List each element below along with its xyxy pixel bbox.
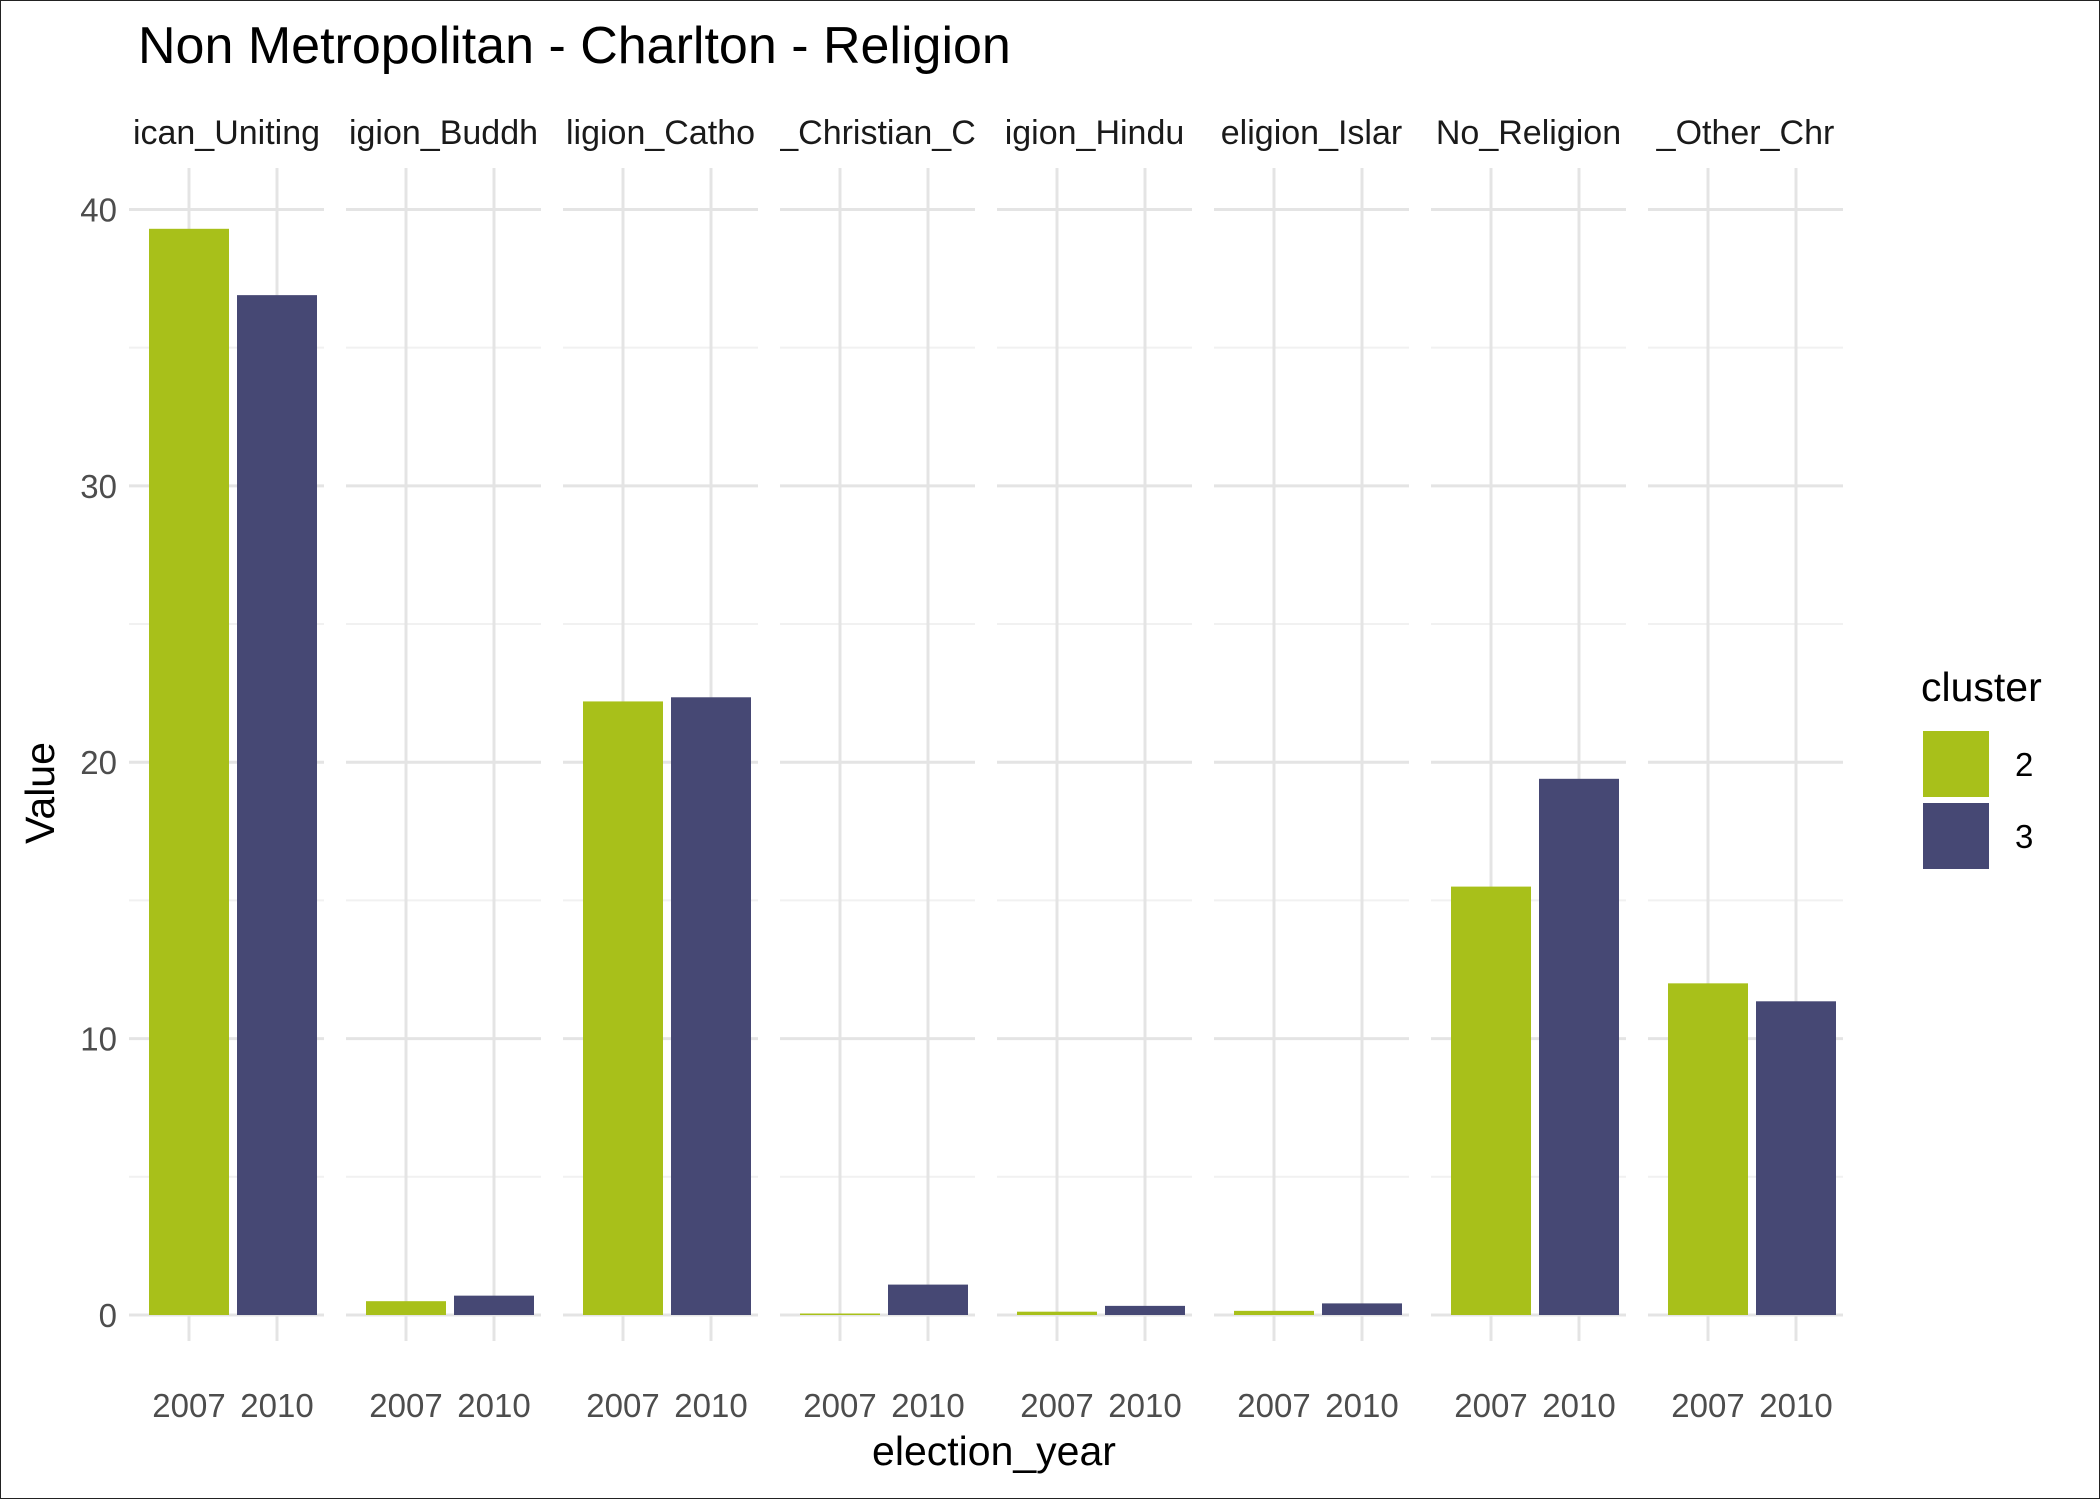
y-axis-ticks: 0 10 20 30 40 bbox=[80, 191, 117, 1334]
facet-panel: _Other_Chr 2007 2010 bbox=[1648, 114, 1843, 1424]
bar-ican_Uniting-2007 bbox=[149, 228, 229, 1316]
facet-strip-label: No_Religion bbox=[1436, 114, 1621, 152]
bar-ican_Uniting-2010 bbox=[237, 295, 317, 1316]
bar-igion_Buddh-2007 bbox=[366, 1301, 446, 1315]
facet-strip-label: igion_Buddh bbox=[349, 114, 538, 152]
facet-panel: eligion_Islar 2007 2010 bbox=[1214, 114, 1409, 1424]
bar-ligion_Catho-2007 bbox=[583, 701, 663, 1315]
x-tick-label: 2010 bbox=[457, 1387, 530, 1424]
x-tick-label: 2010 bbox=[240, 1387, 313, 1424]
x-tick-label: 2007 bbox=[586, 1387, 659, 1424]
bar-_Christian_C-2007 bbox=[800, 1313, 880, 1315]
legend-label-3: 3 bbox=[2015, 818, 2033, 855]
chart-title: Non Metropolitan - Charlton - Religion bbox=[138, 17, 1011, 75]
facet-strip-label: _Christian_C bbox=[778, 114, 976, 152]
x-tick-label: 2010 bbox=[1759, 1387, 1832, 1424]
bar-_Other_Chr-2007 bbox=[1668, 983, 1748, 1315]
facet-panel: igion_Buddh 2007 2010 bbox=[346, 114, 541, 1424]
legend-swatch-2 bbox=[1923, 731, 1989, 797]
x-tick-label: 2010 bbox=[1542, 1387, 1615, 1424]
x-tick-label: 2010 bbox=[1108, 1387, 1181, 1424]
bar-eligion_Islar-2010 bbox=[1322, 1303, 1402, 1315]
y-tick-label: 0 bbox=[99, 1297, 117, 1334]
facet-strip-label: ligion_Catho bbox=[566, 114, 755, 152]
legend: cluster 2 3 bbox=[1921, 664, 2042, 869]
y-tick-label: 40 bbox=[80, 191, 117, 228]
facet-panel: ican_Uniting 2007 2010 bbox=[129, 114, 324, 1424]
facet-strip-label: _Other_Chr bbox=[1656, 114, 1835, 152]
bar-igion_Hindu-2007 bbox=[1017, 1311, 1097, 1315]
y-tick-label: 20 bbox=[80, 744, 117, 781]
facet-strip-label: igion_Hindu bbox=[1005, 114, 1185, 152]
bar-igion_Hindu-2010 bbox=[1105, 1305, 1185, 1315]
x-tick-label: 2007 bbox=[1671, 1387, 1744, 1424]
bar-ligion_Catho-2010 bbox=[671, 697, 751, 1315]
legend-swatch-3 bbox=[1923, 803, 1989, 869]
bar-igion_Buddh-2010 bbox=[454, 1295, 534, 1315]
y-tick-label: 30 bbox=[80, 468, 117, 505]
x-tick-label: 2007 bbox=[1020, 1387, 1093, 1424]
x-axis-title: election_year bbox=[872, 1428, 1116, 1474]
bar-No_Religion-2007 bbox=[1451, 886, 1531, 1315]
y-tick-label: 10 bbox=[80, 1021, 117, 1058]
legend-title: cluster bbox=[1921, 664, 2042, 710]
x-tick-label: 2007 bbox=[1454, 1387, 1527, 1424]
facet-strip-label: eligion_Islar bbox=[1221, 114, 1402, 152]
bar-_Christian_C-2010 bbox=[888, 1284, 968, 1315]
legend-label-2: 2 bbox=[2015, 746, 2033, 783]
x-tick-label: 2010 bbox=[674, 1387, 747, 1424]
x-tick-label: 2010 bbox=[1325, 1387, 1398, 1424]
bar-No_Religion-2010 bbox=[1539, 778, 1619, 1315]
bar-_Other_Chr-2010 bbox=[1756, 1001, 1836, 1315]
x-tick-label: 2007 bbox=[803, 1387, 876, 1424]
x-tick-label: 2007 bbox=[1237, 1387, 1310, 1424]
facet-panel: _Christian_C 2007 2010 bbox=[778, 114, 976, 1424]
x-tick-label: 2007 bbox=[152, 1387, 225, 1424]
facet-panel: No_Religion 2007 2010 bbox=[1431, 114, 1626, 1424]
x-tick-label: 2007 bbox=[369, 1387, 442, 1424]
x-tick-label: 2010 bbox=[891, 1387, 964, 1424]
y-axis-title: Value bbox=[17, 742, 63, 844]
facet-panel: ligion_Catho 2007 2010 bbox=[563, 114, 758, 1424]
facet-strip-label: ican_Uniting bbox=[133, 114, 320, 152]
facet-panel: igion_Hindu 2007 2010 bbox=[997, 114, 1192, 1424]
bar-eligion_Islar-2007 bbox=[1234, 1310, 1314, 1315]
